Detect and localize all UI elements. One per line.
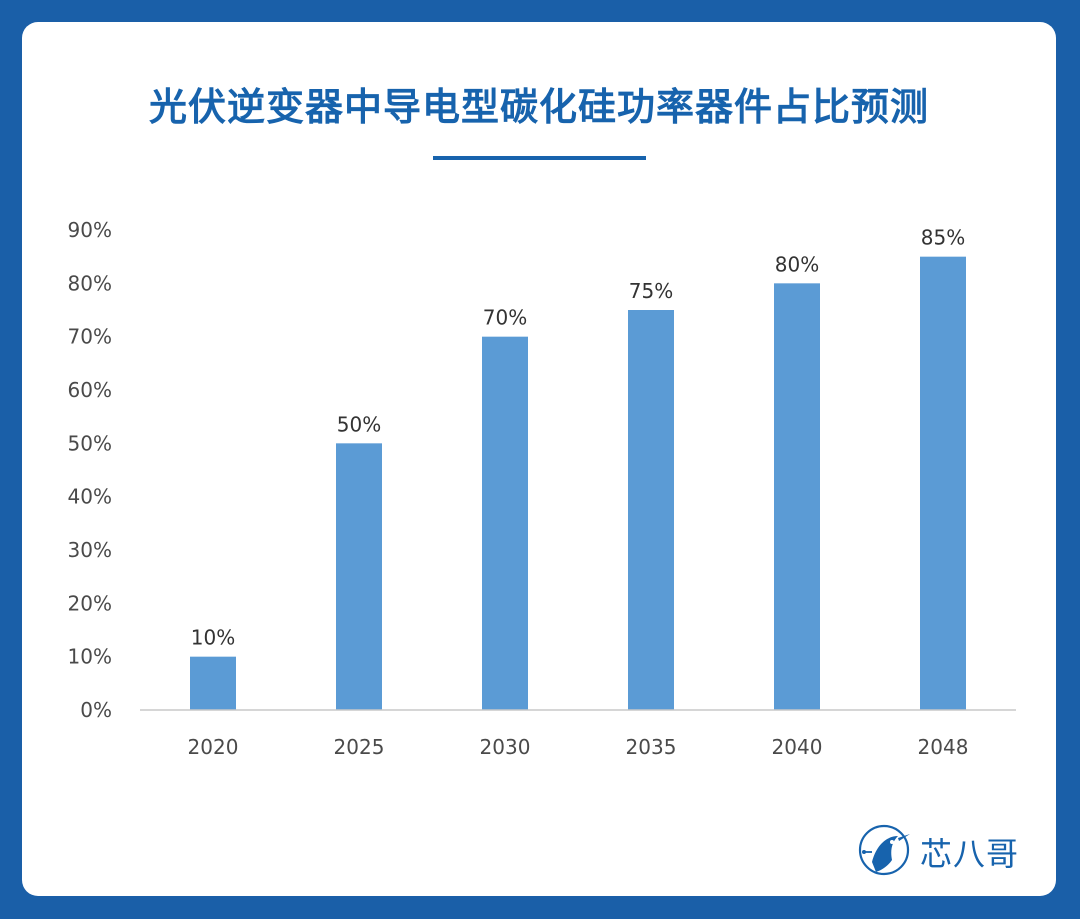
y-tick-label: 40%	[68, 485, 112, 509]
x-tick-label-2030: 2030	[480, 735, 531, 759]
x-tick-label-2048: 2048	[918, 735, 969, 759]
data-label-2040: 80%	[775, 252, 819, 276]
bar-2040	[774, 283, 820, 710]
data-label-2035: 75%	[629, 279, 673, 303]
chart-card: 光伏逆变器中导电型碳化硅功率器件占比预测 0% 10% 20% 30% 40% 50% 60…	[22, 22, 1056, 896]
data-label-2025: 50%	[337, 412, 381, 436]
y-axis-ticks: 0% 10% 20% 30% 40% 50% 60% 70% 80% 90%	[68, 218, 112, 722]
bar-2035	[628, 310, 674, 710]
x-tick-label-2025: 2025	[334, 735, 385, 759]
y-tick-label: 30%	[68, 538, 112, 562]
data-label-2048: 85%	[921, 226, 965, 250]
y-tick-label: 10%	[68, 645, 112, 669]
data-label-2030: 70%	[483, 306, 527, 330]
y-tick-label: 90%	[68, 218, 112, 242]
brand-logo: 芯八哥	[858, 822, 1019, 882]
bar-chart: 0% 10% 20% 30% 40% 50% 60% 70% 80% 90% 10% 50% 70% 7…	[68, 218, 1016, 759]
brand-name: 芯八哥	[920, 835, 1020, 873]
y-tick-label: 80%	[68, 271, 112, 295]
x-axis-ticks: 2020 2025 2030 2035 2040 2048	[188, 735, 969, 759]
x-tick-label-2020: 2020	[188, 735, 239, 759]
bar-2020	[190, 656, 236, 710]
y-tick-label: 20%	[68, 591, 112, 615]
y-tick-label: 70%	[68, 325, 112, 349]
bar-2048	[920, 256, 966, 710]
x-tick-label-2040: 2040	[772, 735, 823, 759]
kingfisher-bird-icon	[858, 824, 910, 876]
data-label-2020: 10%	[191, 626, 235, 650]
y-tick-label: 50%	[68, 431, 112, 455]
title-underline	[433, 156, 646, 160]
y-tick-label: 0%	[80, 698, 112, 722]
chart-title: 光伏逆变器中导电型碳化硅功率器件占比预测	[148, 85, 929, 129]
bar-2025	[336, 443, 382, 710]
bar-2030	[482, 336, 528, 710]
data-labels: 10% 50% 70% 75% 80% 85%	[191, 226, 965, 650]
x-tick-label-2035: 2035	[626, 735, 677, 759]
y-tick-label: 60%	[68, 378, 112, 402]
bars	[190, 256, 966, 710]
